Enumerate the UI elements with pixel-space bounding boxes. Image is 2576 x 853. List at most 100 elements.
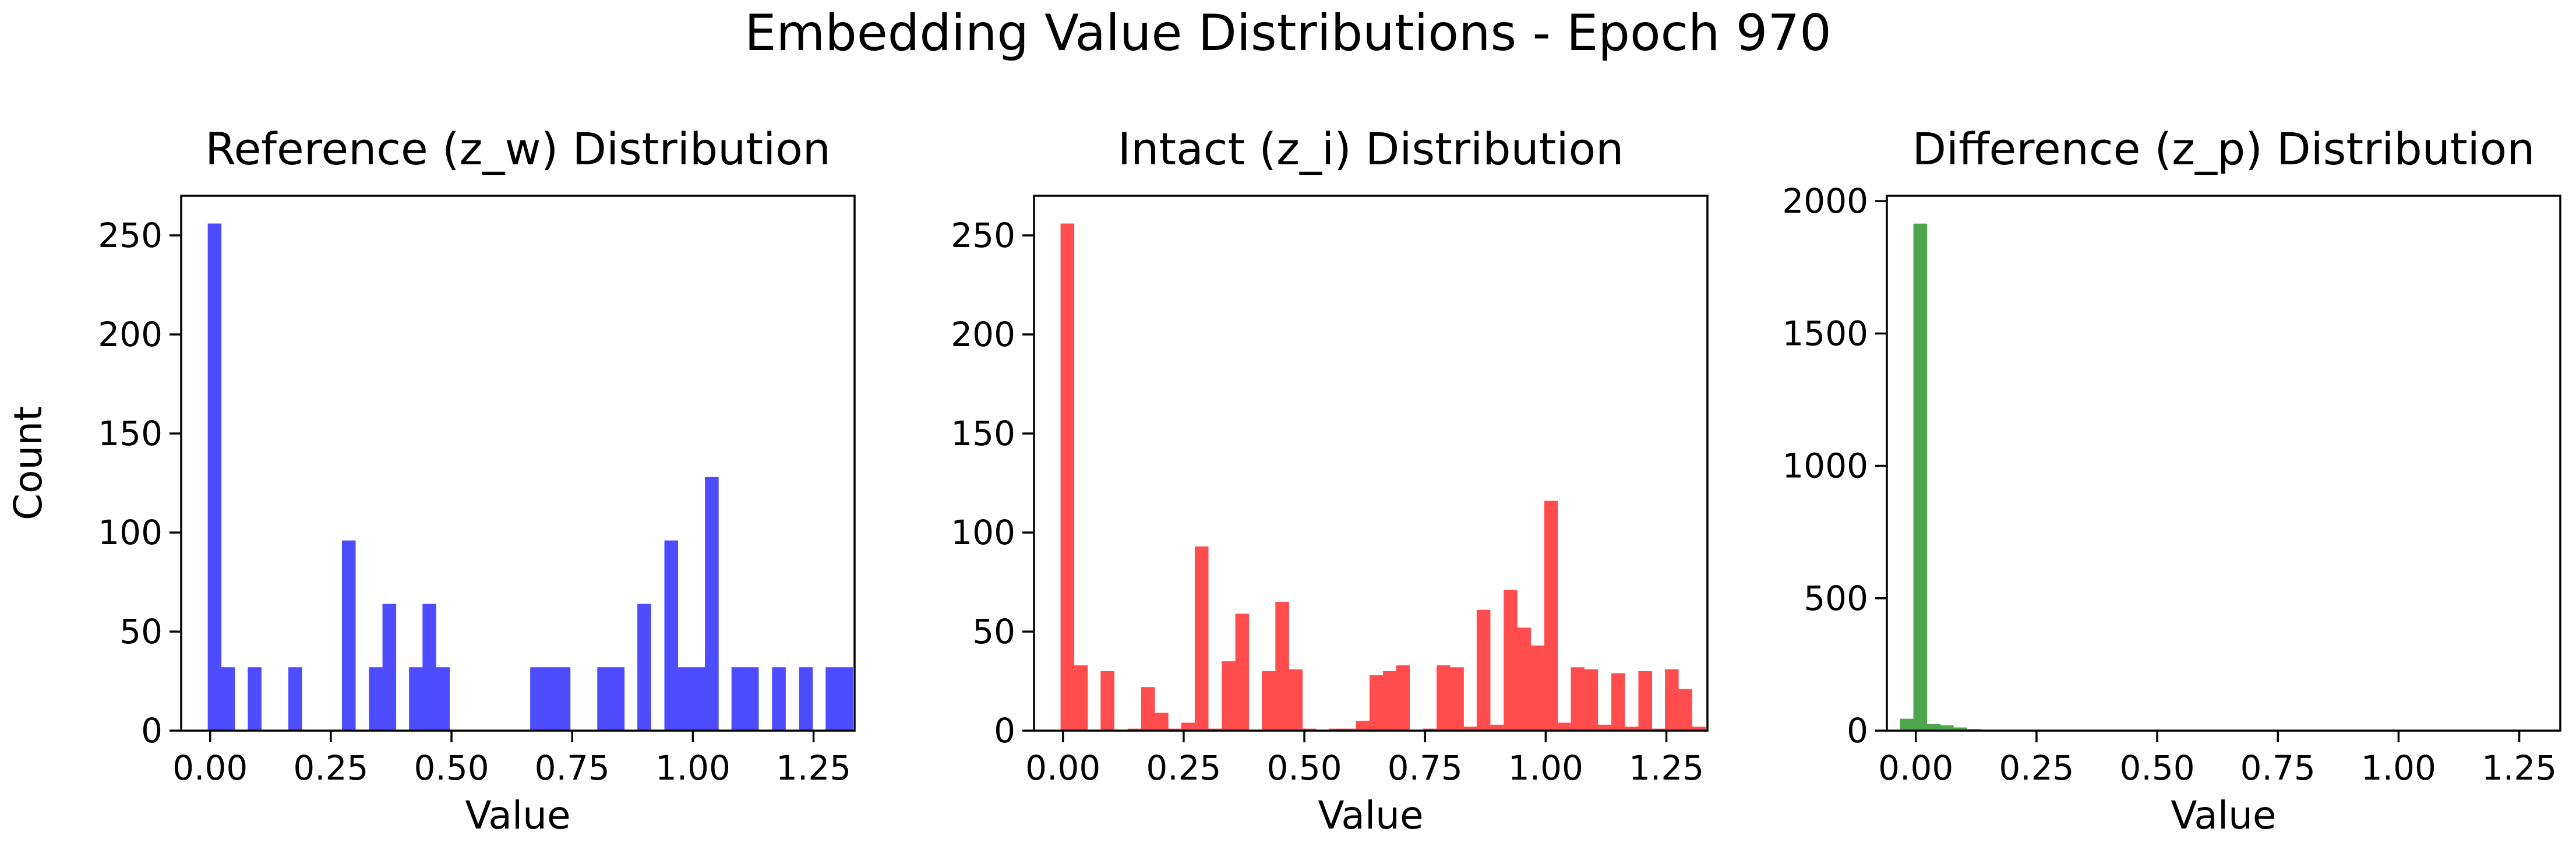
histogram-bar [1476,609,1491,731]
bars [207,223,853,731]
x-tick-label: 0.25 [1146,748,1221,788]
x-tick-label: 0.75 [1388,748,1463,788]
panel-intact: 0.00 0.25 0.50 0.75 1.00 1.25 0 50 100 150 200 250 I… [951,123,1709,838]
y-tick-label: 200 [951,315,1015,354]
figure-title: Embedding Value Distributions - Epoch 97… [744,4,1832,62]
histogram-bar [1383,671,1397,731]
histogram-bar [1940,725,1954,731]
histogram-bar [422,604,436,731]
histogram-bar [1074,665,1088,731]
histogram-bar [1544,500,1558,731]
histogram-bar [677,667,692,731]
histogram-bar [1463,727,1478,731]
histogram-bar [1289,669,1303,731]
x-tick-label: 0.50 [414,748,489,788]
histogram-bar [705,477,719,731]
y-tick-label: 500 [1804,579,1868,618]
histogram-bar [1141,687,1155,731]
histogram-bar [1181,722,1195,731]
y-tick-label: 1500 [1782,313,1868,353]
y-tick-label: 0 [141,711,163,750]
histogram-bar [744,667,759,731]
histogram-bar [691,667,705,731]
histogram-bar [1953,727,1967,731]
histogram-bar [799,667,813,731]
x-axis-label: Value [2171,793,2276,838]
histogram-bar [637,604,651,731]
histogram-bar [1584,669,1598,731]
y-tick-label: 250 [98,216,163,255]
x-tick-label: 1.00 [655,748,731,788]
histogram-bar [248,667,262,731]
histogram-bar [1356,721,1370,731]
bars [1900,223,2021,731]
histogram-bar [1275,602,1289,731]
y-axis-label: Count [6,406,51,520]
chart-title: Difference (z_p) Distribution [1912,123,2535,175]
histogram-bar [1926,724,1941,731]
histogram-bar [288,667,302,731]
histogram-bar [436,667,450,731]
x-tick-label: 0.00 [1025,748,1100,788]
histogram-bar [1625,727,1639,731]
histogram-bar [1262,671,1276,731]
histogram-bar [556,667,571,731]
histogram-bar [1194,546,1209,731]
chart-title: Intact (z_i) Distribution [1118,123,1624,175]
axes-frame [1033,195,1709,732]
x-tick-label: 0.00 [1878,748,1953,788]
x-tick-label: 0.25 [1999,748,2074,788]
histogram-bar [409,667,423,731]
x-tick-label: 0.50 [2119,748,2194,788]
histogram-bar [221,667,235,731]
histogram-bar [207,223,222,731]
histogram-bar [1100,671,1114,731]
x-tick-label: 0.50 [1266,748,1342,788]
chart-title: Reference (z_w) Distribution [205,123,831,175]
histogram-bar [369,667,383,731]
y-tick-label: 150 [951,414,1015,453]
x-tick-label: 0.00 [172,748,248,788]
histogram-bar [1900,718,1914,731]
x-axis-label: Value [465,793,570,838]
bars [1060,223,1706,731]
histogram-bar [731,667,746,731]
histogram-bar [825,667,839,731]
histogram-bar [1504,590,1518,731]
histogram-bar [597,667,611,731]
histogram-bar [1450,667,1464,731]
axes-frame [1886,195,2561,732]
histogram-bar [1437,665,1451,731]
histogram-bar [1396,665,1410,731]
x-tick-label: 0.75 [2240,748,2316,788]
histogram-bar [1060,223,1075,731]
y-tick-label: 1000 [1782,446,1868,486]
histogram-bar [1530,645,1545,731]
histogram-bar [1222,661,1236,731]
y-tick-label: 50 [119,612,163,651]
histogram-bar [1235,614,1250,731]
histogram-bar [1678,689,1692,731]
histogram-bar [341,540,356,731]
histogram-bar [530,667,544,731]
histogram-bar [1490,724,1504,731]
histogram-bar [1665,669,1679,731]
histogram-bar [664,540,679,731]
x-tick-label: 1.25 [1629,748,1704,788]
y-tick-label: 2000 [1782,181,1868,221]
y-tick-label: 0 [994,711,1015,750]
panel-difference: 0.00 0.25 0.50 0.75 1.00 1.25 0 500 1000 1500 2000… [1782,123,2561,838]
histogram-bar [1692,727,1706,731]
histogram-bar [611,667,625,731]
y-tick-label: 250 [951,216,1015,255]
axes-frame [180,195,856,732]
y-tick-label: 50 [972,612,1015,651]
x-tick-label: 1.00 [2361,748,2436,788]
x-tick-label: 0.75 [535,748,610,788]
histogram-bar [1571,667,1585,731]
histogram-bar [1155,713,1169,731]
histogram-bar [1611,673,1625,731]
x-axis-label: Value [1318,793,1423,838]
histogram-bar [1638,671,1653,731]
